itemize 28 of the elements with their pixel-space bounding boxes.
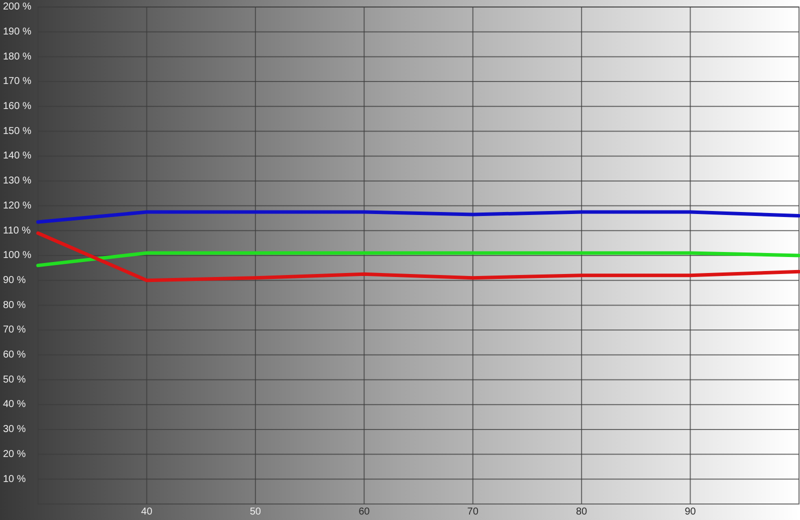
y-tick-label: 120 % <box>3 200 32 212</box>
y-tick-label: 50 % <box>3 374 26 386</box>
x-tick-label: 70 <box>467 506 479 518</box>
y-tick-label: 170 % <box>3 76 32 88</box>
y-tick-label: 10 % <box>3 474 26 485</box>
y-tick-label: 20 % <box>3 448 26 460</box>
y-tick-label: 160 % <box>3 101 32 112</box>
line-series <box>36 210 800 224</box>
y-tick-label: 140 % <box>3 150 32 162</box>
line-series <box>36 231 800 282</box>
y-tick-label: 150 % <box>3 126 32 137</box>
y-tick-label: 180 % <box>3 51 32 62</box>
y-tick-label: 100 % <box>3 250 32 262</box>
x-tick-label: 90 <box>684 506 696 518</box>
y-tick-label: 90 % <box>3 274 26 286</box>
x-tick-label: 40 <box>141 506 153 518</box>
x-tick-label: 60 <box>358 506 370 518</box>
y-tick-label: 70 % <box>3 324 26 336</box>
y-tick-label: 30 % <box>3 424 26 436</box>
y-tick-label: 130 % <box>3 176 32 187</box>
y-tick-label: 40 % <box>3 399 26 410</box>
y-tick-label: 80 % <box>3 300 26 311</box>
y-tick-label: 200 % <box>3 2 32 13</box>
y-tick-label: 110 % <box>3 225 31 236</box>
y-tick-label: 190 % <box>3 26 32 38</box>
x-tick-label: 50 <box>250 506 262 518</box>
y-tick-label: 60 % <box>3 350 26 361</box>
x-tick-label: 80 <box>576 506 588 518</box>
